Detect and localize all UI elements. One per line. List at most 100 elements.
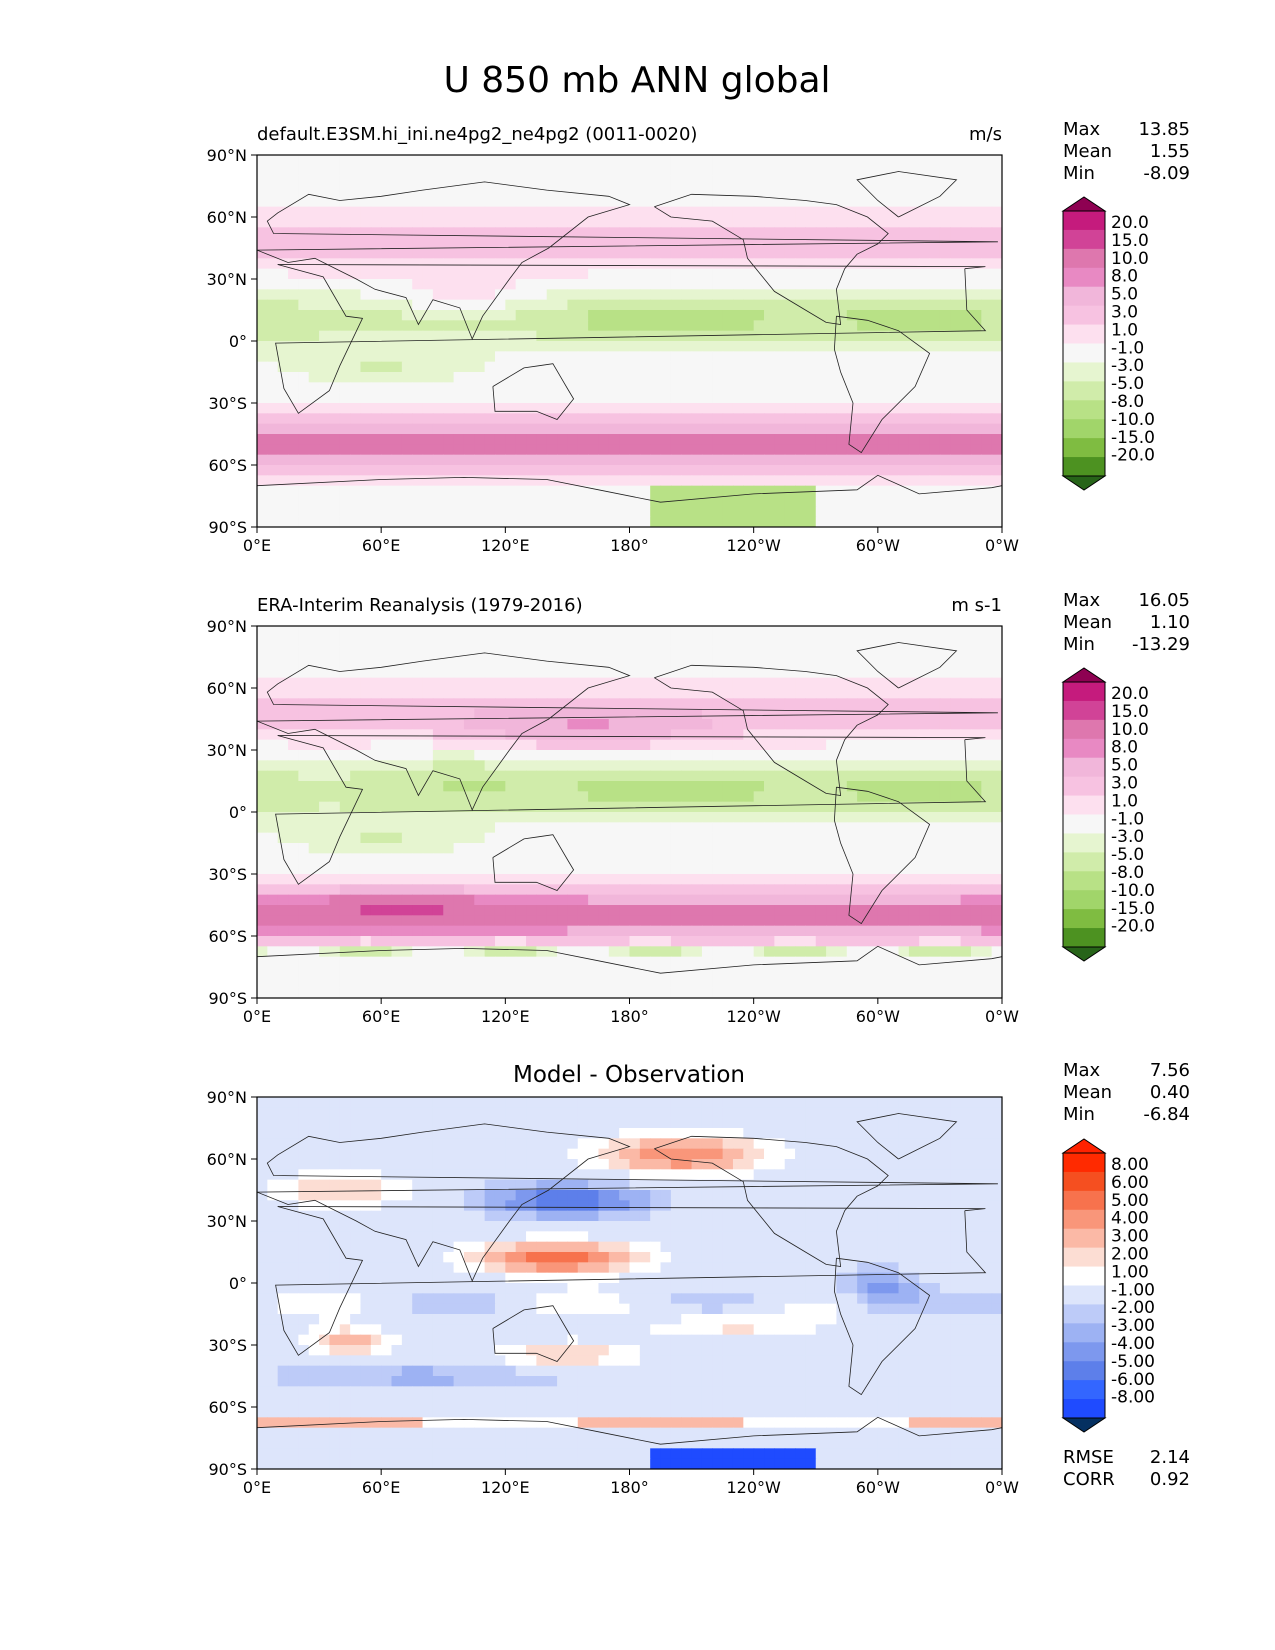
field-cell — [308, 351, 320, 363]
field-cell — [494, 925, 506, 937]
field-cell — [267, 936, 279, 947]
field-cell — [401, 299, 413, 311]
field-cell — [288, 770, 299, 782]
field-cell — [784, 403, 796, 414]
field-cell — [732, 196, 744, 208]
field-cell — [815, 361, 827, 373]
field-cell — [288, 330, 299, 342]
field-cell — [360, 884, 372, 896]
field-cell — [608, 946, 620, 958]
field-cell — [567, 351, 579, 363]
field-cell — [453, 812, 465, 823]
field-cell — [732, 646, 744, 658]
field-cell — [557, 485, 569, 497]
field-cell — [743, 791, 755, 803]
field-cell — [546, 698, 558, 710]
field-cell — [691, 698, 703, 710]
field-cell — [784, 801, 796, 813]
field-cell — [277, 403, 289, 414]
field-cell — [277, 217, 289, 228]
field-cell — [764, 186, 775, 197]
field-cell — [557, 175, 569, 187]
field-cell — [443, 268, 455, 280]
field-cell — [505, 289, 517, 301]
field-cell — [505, 760, 517, 772]
field-cell — [308, 175, 320, 187]
field-cell — [846, 258, 858, 270]
field-cell — [919, 936, 931, 947]
field-cell — [991, 770, 1002, 782]
field-cell — [308, 392, 320, 404]
field-cell — [391, 843, 403, 854]
field-cell — [329, 677, 341, 689]
field-cell — [577, 646, 589, 658]
field-cell — [908, 299, 920, 311]
field-cell — [857, 258, 869, 270]
x-tick-label: 120°E — [481, 536, 530, 555]
field-cell — [546, 434, 558, 445]
field-cell — [857, 822, 869, 834]
field-cell — [360, 853, 372, 865]
field-cell — [991, 165, 1002, 177]
field-cell — [950, 465, 962, 476]
field-cell — [732, 791, 744, 803]
field-cell — [422, 801, 434, 813]
field-cell — [712, 268, 724, 280]
field-cell — [888, 698, 900, 710]
field-cell — [691, 760, 703, 772]
field-cell — [701, 626, 713, 637]
field-cell — [608, 750, 620, 761]
field-cell — [857, 330, 869, 342]
field-cell — [929, 206, 941, 218]
field-cell — [422, 677, 434, 689]
field-cell — [970, 361, 982, 373]
field-cell — [764, 894, 775, 906]
field-cell — [681, 268, 693, 280]
field-cell — [360, 444, 372, 456]
field-cell — [515, 475, 527, 487]
field-cell — [443, 444, 455, 456]
field-cell — [360, 698, 372, 710]
field-cell — [929, 667, 941, 679]
field-cell — [960, 465, 972, 476]
field-cell — [350, 351, 362, 363]
field-cell — [350, 392, 362, 404]
field-cell — [267, 750, 279, 761]
field-cell — [815, 760, 827, 772]
field-cell — [712, 677, 724, 689]
field-cell — [732, 894, 744, 906]
field-cell — [557, 155, 569, 166]
field-cell — [701, 688, 713, 699]
field-cell — [753, 739, 765, 751]
field-cell — [701, 791, 713, 803]
field-cell — [991, 708, 1002, 720]
field-cell — [494, 475, 506, 487]
field-cell — [815, 936, 827, 947]
field-cell — [288, 636, 299, 648]
field-cell — [474, 863, 486, 875]
field-cell — [784, 434, 796, 445]
field-cell — [381, 925, 393, 937]
field-cell — [660, 894, 672, 906]
field-cell — [660, 485, 672, 497]
field-cell — [753, 688, 765, 699]
field-cell — [381, 636, 393, 648]
field-cell — [898, 760, 910, 772]
field-cell — [401, 884, 413, 896]
field-cell — [381, 299, 393, 311]
field-cell — [319, 268, 331, 280]
field-cell — [919, 739, 931, 751]
x-axis: 0°E 60°E 120°E 180° 120°W 60°W 0°W — [243, 527, 1019, 555]
field-cell — [681, 915, 693, 927]
field-cell — [577, 155, 589, 166]
field-cell — [857, 719, 869, 730]
panel-observation: ERA-Interim Reanalysis (1979-2016) m s-1… — [207, 590, 1190, 1026]
field-cell — [815, 496, 827, 507]
field-cell — [577, 258, 589, 270]
field-cell — [732, 423, 744, 435]
field-cell — [732, 884, 744, 896]
field-cell — [629, 739, 641, 751]
field-cell — [826, 403, 838, 414]
field-cell — [743, 444, 755, 456]
field-cell — [267, 822, 279, 834]
